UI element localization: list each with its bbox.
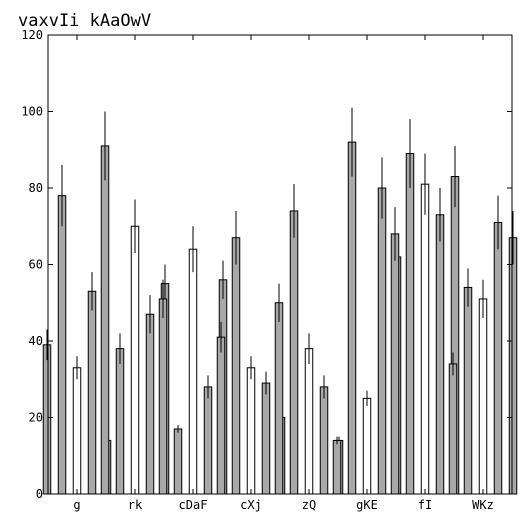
- bar: [274, 302, 284, 495]
- bar: [145, 313, 155, 495]
- bar: [57, 195, 67, 495]
- bar: [390, 233, 400, 495]
- bar: [158, 298, 168, 495]
- bar: [115, 348, 125, 495]
- bars-layer: [42, 107, 518, 495]
- x-tick-label: gKE: [356, 498, 378, 512]
- bar: [203, 386, 213, 495]
- bar: [173, 428, 183, 495]
- bar: [319, 386, 329, 495]
- bar: [508, 237, 518, 495]
- x-tick-label: cXj: [240, 498, 262, 512]
- bar: [493, 221, 503, 495]
- bar: [216, 336, 226, 495]
- x-tick-label: fI: [418, 498, 432, 512]
- x-tick-label: cDaF: [179, 498, 208, 512]
- bar: [362, 397, 372, 495]
- x-tick-label: WKz: [472, 498, 494, 512]
- y-tick-label: 60: [29, 258, 43, 272]
- bar: [188, 248, 198, 495]
- x-tick-label: g: [73, 498, 80, 512]
- bar: [72, 367, 82, 495]
- bar: [435, 214, 445, 495]
- x-tick-label: zQ: [302, 498, 316, 512]
- bar: [405, 153, 415, 495]
- bar: [420, 183, 430, 495]
- bar: [332, 439, 342, 495]
- bar: [42, 344, 52, 495]
- bar: [261, 382, 271, 495]
- y-tick-label: 120: [21, 28, 43, 42]
- bar: [130, 225, 140, 495]
- chart-title: vaxvIi kAaOwV: [18, 11, 151, 31]
- bar: [231, 237, 241, 495]
- bar: [377, 187, 387, 495]
- x-tick-label: rk: [128, 498, 143, 512]
- y-tick-label: 40: [29, 334, 43, 348]
- plot-frame: [47, 34, 513, 495]
- bar: [87, 290, 97, 495]
- y-tick-label: 20: [29, 411, 43, 425]
- bar: [289, 210, 299, 495]
- bar: [246, 367, 256, 495]
- bar: [448, 363, 458, 495]
- y-tick-label: 80: [29, 181, 43, 195]
- y-tick-label: 0: [36, 487, 43, 501]
- y-tick-label: 100: [21, 105, 43, 119]
- bar: [304, 348, 314, 495]
- bar: [100, 145, 110, 495]
- x-axis: g rk cDaF cXj zQ gKE fI WKz: [73, 35, 494, 512]
- bar: [347, 141, 357, 495]
- bar: [463, 286, 473, 495]
- bar: [478, 298, 488, 495]
